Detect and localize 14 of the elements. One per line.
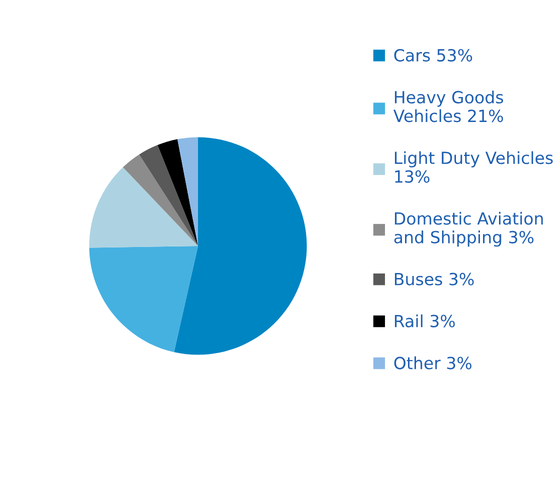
legend-label: Domestic Aviation and Shipping 3% [394, 212, 543, 247]
legend-label: Other 3% [394, 356, 472, 370]
pie-slice [174, 137, 307, 355]
pie-slice [177, 137, 198, 246]
pie-slice [158, 139, 198, 246]
legend-label: Cars 53% [394, 48, 472, 62]
legend-label: Buses 3% [394, 272, 474, 286]
pie-slice [89, 167, 198, 248]
pie-slice [89, 246, 198, 352]
pie-slice [139, 144, 198, 246]
legend-label: Heavy Goods Vehicles 21% [393, 90, 504, 122]
legend-label: Light Duty Vehicles 13% [394, 151, 553, 183]
legend-label: Rail 3% [394, 314, 455, 328]
pie-slice [122, 154, 198, 246]
